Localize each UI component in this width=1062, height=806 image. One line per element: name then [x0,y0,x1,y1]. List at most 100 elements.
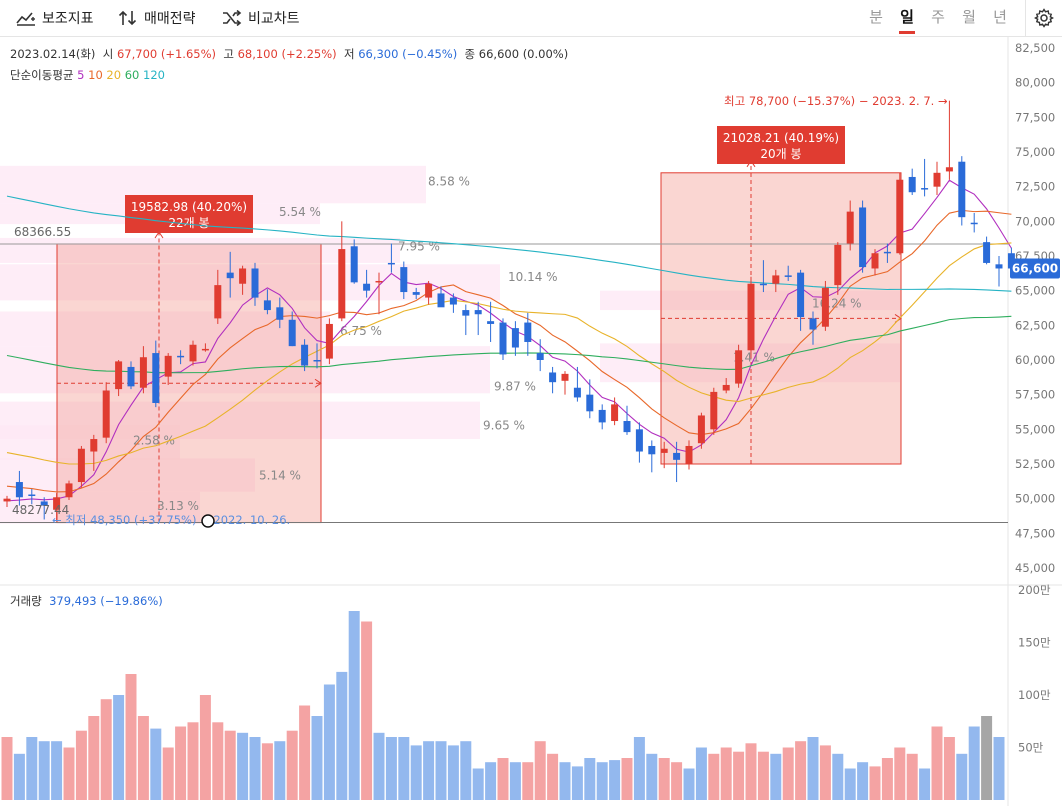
ma-label: 단순이동평균 [10,68,74,82]
candle-body [462,310,470,316]
volume-bar [447,745,459,800]
volume-bar [956,753,968,800]
price-tick-label: 47,500 [1015,526,1055,540]
price-tick-label: 77,500 [1015,110,1055,124]
candle-body [102,390,110,438]
volume-value: 379,493 (−19.86%) [49,594,163,608]
volume-bar [385,737,397,800]
volume-tick-label: 200만 [1018,583,1051,597]
volume-label: 거래량 [10,594,42,608]
candle-body [40,501,48,506]
price-tick-label: 55,000 [1015,422,1055,436]
volume-bar [509,762,521,800]
candle-body [127,366,135,387]
volume-bar [720,747,732,800]
band-percent-label: 6.75 % [340,324,382,338]
candle-body [90,439,98,452]
volume-bar [782,747,794,800]
price-tick-label: 72,500 [1015,180,1055,194]
current-price-label: 66,600 [1012,261,1058,275]
volume-bar [571,766,583,800]
volume-bar [249,737,261,800]
volume-bar [261,743,273,800]
volume-bar [237,732,249,800]
volume-bar [745,743,757,800]
compare-label: 비교차트 [248,11,300,27]
min-annotation: ← 최저 48,350 (+37.75%) − 2022. 10. 26. [52,513,290,527]
candle-body [722,384,730,391]
strategy-button[interactable]: 매매전략 [118,7,196,29]
volume-bar [683,768,695,800]
price-tick-label: 60,000 [1015,353,1055,367]
candle-body [983,242,991,263]
volume-bar [299,705,311,800]
strategy-label: 매매전략 [144,11,196,27]
period-week[interactable]: 주 [931,8,945,26]
volume-bar [807,737,819,800]
band-percent-label: 7.95 % [398,239,440,253]
period-day[interactable]: 일 [900,8,914,26]
ma-period-120: 120 [139,68,165,82]
range-tag-2-bars: 20개 봉 [760,147,801,161]
band-percent-label: 8.58 % [428,174,470,188]
volume-bar [919,768,931,800]
volume-bar [757,751,769,800]
volume-bar [534,741,546,800]
volume-bar [671,762,683,800]
period-month[interactable]: 월 [962,8,976,26]
volume-bar [63,747,75,800]
period-minute[interactable]: 분 [869,8,883,26]
volume-bar [881,758,893,800]
volume-bar [75,730,87,800]
min-value-label: 48277.44 [12,503,69,517]
candle-body [449,297,457,305]
candle-body [735,350,743,384]
candle-body [425,283,433,298]
max-annotation: 최고 78,700 (−15.37%) − 2023. 2. 7. → [724,94,948,108]
price-chart[interactable]: 82,50080,00077,50075,00072,50070,00067,5… [0,37,1062,806]
price-band [0,458,255,492]
candle-body [387,262,395,265]
settings-button[interactable] [1025,0,1062,36]
range-box-1-arrow-right [314,378,322,388]
volume-bar [708,753,720,800]
candle-body [759,283,767,286]
band-percent-label: 5.14 % [259,468,301,482]
volume-bar [212,722,224,800]
candle-body [325,323,333,359]
volume-bar [943,737,955,800]
volume-bar [819,745,831,800]
band-percent-label: 10.14 % [508,270,558,284]
volume-bar [547,753,559,800]
candle-body [797,272,805,318]
candle-body [883,251,891,254]
volume-bar [981,716,993,800]
candle-body [53,497,61,510]
candle-body [511,328,519,348]
ma-period-5: 5 [77,68,85,82]
volume-bar [621,758,633,800]
volume-bar [460,741,472,800]
volume-bar [274,741,286,800]
volume-bar [187,722,199,800]
volume-bar [51,741,63,800]
ohlc-info: 2023.02.14(화) 시 67,700 (+1.65%) 고 68,100… [10,47,569,61]
volume-bar [658,758,670,800]
volume-tick-label: 100만 [1018,688,1051,702]
volume-bar [26,737,38,800]
reference-line-label: 68366.55 [14,225,71,239]
price-tick-label: 57,500 [1015,388,1055,402]
ma-legend[interactable]: 단순이동평균 5 10 20 60 120 [10,67,165,83]
volume-bar [472,768,484,800]
indicator-button[interactable]: 보조지표 [16,7,94,29]
candle-body [115,361,123,390]
range-tag-1-bars: 22개 봉 [168,216,209,230]
band-percent-label: 1.41 % [733,350,775,364]
price-tick-label: 82,500 [1015,41,1055,55]
candle-body [573,387,581,398]
info-close: 66,600 (0.00%) [478,47,569,61]
compare-button[interactable]: 비교차트 [222,7,300,29]
volume-bar [125,674,137,800]
period-year[interactable]: 년 [993,8,1007,26]
volume-bar [373,732,385,800]
